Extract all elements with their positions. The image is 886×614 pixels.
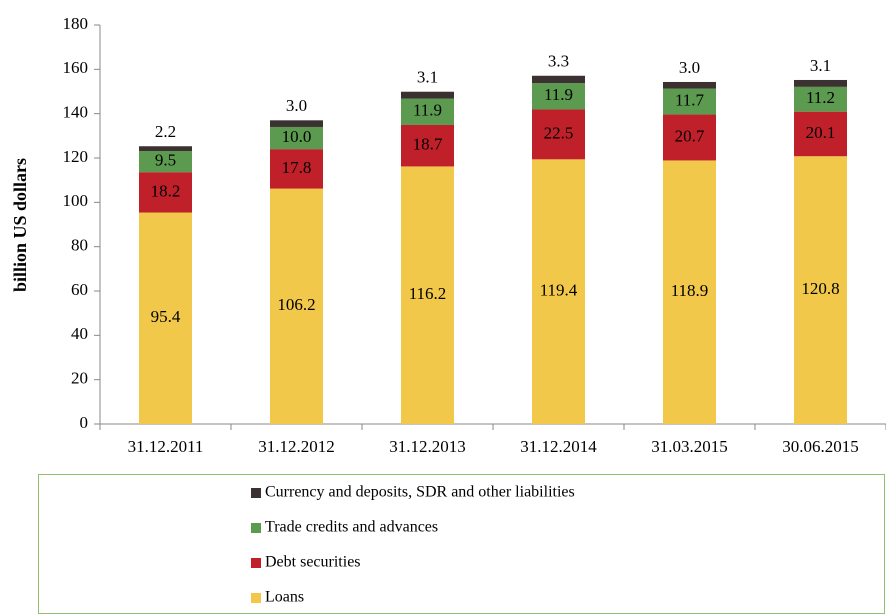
data-label: 18.7: [413, 135, 443, 154]
bar-segment: [139, 151, 192, 173]
x-tick-label: 31.03.2015: [651, 437, 728, 456]
data-label: 3.0: [286, 96, 307, 115]
bar-segment: [270, 188, 323, 424]
y-tick-label: 160: [63, 58, 89, 77]
bar-segment: [794, 111, 847, 157]
bar-segment: [663, 114, 716, 161]
bar-segment: [532, 159, 585, 424]
data-label: 11.9: [413, 101, 442, 120]
y-axis-label: billion US dollars: [10, 158, 30, 292]
y-tick-label: 20: [71, 369, 88, 388]
y-tick-label: 180: [63, 14, 89, 33]
bar-segment: [794, 79, 847, 87]
bar-segment: [794, 156, 847, 424]
bar-segment: [401, 98, 454, 125]
bar-segment: [401, 166, 454, 424]
x-tick-label: 31.12.2013: [389, 437, 466, 456]
data-label: 20.7: [675, 126, 705, 145]
y-tick-label: 100: [63, 191, 89, 210]
legend-label: Debt securities: [265, 554, 361, 571]
legend-swatch: [251, 523, 261, 533]
legend-swatch: [251, 488, 261, 498]
bar-segment: [139, 146, 192, 152]
bar-segment: [270, 120, 323, 127]
data-label: 3.1: [417, 68, 438, 87]
y-tick-label: 40: [71, 324, 88, 343]
data-label: 22.5: [544, 123, 574, 142]
data-label: 20.1: [806, 123, 836, 142]
bar-segment: [532, 83, 585, 110]
bar-segment: [270, 149, 323, 189]
y-tick-label: 0: [80, 413, 89, 432]
bar-segment: [663, 88, 716, 115]
legend-label: Currency and deposits, SDR and other lia…: [265, 484, 575, 501]
y-tick-label: 60: [71, 280, 88, 299]
bar-segment: [663, 160, 716, 424]
x-tick-label: 30.06.2015: [782, 437, 859, 456]
legend-swatch: [251, 558, 261, 568]
data-label: 3.0: [679, 58, 700, 77]
bar-segment: [532, 75, 585, 84]
legend-label: Loans: [265, 589, 304, 606]
data-label: 11.2: [806, 88, 835, 107]
bar-segment: [139, 172, 192, 213]
legend-label: Trade credits and advances: [265, 519, 438, 536]
legend-swatch: [251, 593, 261, 603]
data-label: 10.0: [282, 127, 312, 146]
data-label: 118.9: [671, 281, 709, 300]
y-tick-label: 140: [63, 103, 89, 122]
data-label: 17.8: [282, 158, 312, 177]
bar-segment: [532, 109, 585, 160]
bar-segment: [401, 124, 454, 167]
data-label: 120.8: [801, 279, 839, 298]
bar-segment: [663, 81, 716, 89]
data-label: 18.2: [151, 181, 181, 200]
bar-segment: [270, 126, 323, 150]
y-tick-label: 80: [71, 236, 88, 255]
data-label: 3.3: [548, 52, 569, 71]
data-label: 95.4: [151, 307, 181, 326]
x-tick-label: 31.12.2012: [258, 437, 335, 456]
data-label: 9.5: [155, 151, 176, 170]
data-label: 3.1: [810, 56, 831, 75]
y-tick-label: 120: [63, 147, 89, 166]
bar-segment: [139, 212, 192, 424]
data-label: 11.7: [675, 90, 705, 109]
data-label: 106.2: [277, 295, 315, 314]
x-tick-label: 31.12.2014: [520, 437, 597, 456]
bar-segment: [401, 91, 454, 99]
data-label: 2.2: [155, 122, 176, 141]
data-label: 119.4: [540, 281, 578, 300]
data-label: 116.2: [409, 284, 447, 303]
data-label: 11.9: [544, 85, 573, 104]
x-tick-label: 31.12.2011: [128, 437, 204, 456]
bar-segment: [794, 86, 847, 112]
